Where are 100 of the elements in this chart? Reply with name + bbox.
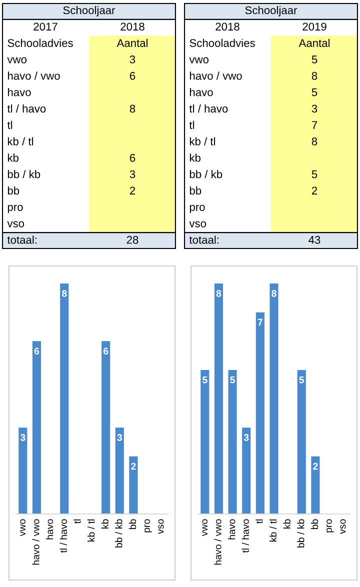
text: 5: [312, 88, 318, 96]
text: 5: [312, 56, 318, 64]
text: 6: [130, 72, 136, 80]
x-tick-label: kb / tl: [269, 520, 277, 542]
data-label: 2: [131, 462, 136, 470]
category-label: tl: [7, 120, 12, 129]
x-tick-label: kb / tl: [87, 520, 95, 542]
x-tick-label: havo / vwo: [214, 519, 222, 565]
text: 6: [130, 154, 136, 162]
category-label: pro: [8, 204, 23, 214]
category-label: tl: [189, 120, 194, 129]
text: Schooladvies: [190, 38, 255, 47]
data-label: 8: [272, 290, 276, 297]
category-label: tl / havo: [189, 104, 228, 113]
data-label: 3: [244, 434, 249, 441]
text: 28: [126, 236, 138, 244]
bar: [242, 428, 251, 514]
category-label: havo: [190, 88, 213, 96]
bar: [18, 428, 28, 514]
bar: [102, 341, 110, 514]
data-label: 3: [117, 434, 122, 441]
text: 2: [312, 186, 318, 194]
data-label: 8: [62, 290, 67, 297]
data-label: 5: [230, 376, 235, 384]
category-label: havo / vwo: [8, 72, 60, 80]
text: 8: [312, 138, 318, 146]
text: 8: [312, 72, 318, 80]
text: totaal:: [7, 236, 36, 244]
category-label: havo / vwo: [190, 72, 242, 80]
x-tick-label: bb: [310, 519, 318, 530]
category-label: havo: [8, 88, 31, 96]
category-label: vwo: [189, 57, 209, 64]
text: 2018: [216, 22, 240, 31]
category-label: kb / tl: [8, 137, 34, 146]
category-label: bb: [190, 186, 202, 195]
text: totaal:: [189, 236, 218, 244]
text: 5: [312, 170, 318, 178]
data-label: 5: [299, 376, 304, 384]
data-label: 7: [258, 318, 262, 326]
bar: [256, 312, 264, 514]
text: 43: [308, 236, 320, 244]
text: 3: [130, 56, 136, 64]
bar: [60, 284, 69, 514]
x-tick-label: vwo: [20, 519, 26, 536]
category-label: kb: [8, 154, 18, 162]
bar: [115, 428, 124, 514]
x-tick-label: tl / havo: [242, 519, 249, 553]
x-tick-label: tl / havo: [60, 519, 67, 553]
text: Aantal: [298, 38, 330, 47]
x-tick-label: vso: [158, 519, 164, 534]
text: Schooladvies: [8, 38, 73, 47]
bar: [228, 370, 237, 514]
bar: [297, 370, 306, 514]
category-label: vso: [7, 221, 24, 228]
bar: [200, 370, 210, 514]
text: 3: [312, 104, 318, 113]
data-label: 3: [20, 434, 26, 441]
category-label: vso: [189, 221, 206, 228]
x-tick-label: vso: [340, 519, 346, 534]
bar: [311, 456, 320, 514]
data-label: 6: [103, 348, 108, 354]
data-label: 8: [216, 290, 222, 297]
x-tick-label: havo: [46, 519, 54, 540]
category-label: kb / tl: [190, 137, 216, 146]
category-label: tl / havo: [7, 104, 46, 113]
text: 2019: [302, 22, 326, 31]
text: 7: [312, 121, 318, 129]
x-tick-label: kb: [101, 519, 108, 528]
x-tick-label: bb / kb: [115, 519, 122, 548]
x-tick-label: tl: [256, 520, 263, 524]
text: Aantal: [116, 38, 148, 47]
text: Schooljaar: [245, 6, 298, 16]
bar: [32, 341, 42, 514]
x-tick-label: havo: [228, 519, 236, 540]
category-label: bb: [8, 186, 20, 195]
text: Schooljaar: [63, 6, 116, 16]
x-tick-label: tl: [74, 520, 81, 524]
x-tick-label: pro: [326, 519, 334, 532]
bar: [129, 456, 138, 514]
category-label: kb: [190, 154, 200, 162]
x-tick-label: bb / kb: [297, 519, 304, 548]
x-tick-label: havo / vwo: [32, 519, 40, 565]
category-label: vwo: [7, 57, 27, 64]
bar: [214, 284, 224, 514]
x-tick-label: pro: [144, 519, 152, 532]
data-label: 5: [202, 376, 208, 384]
category-label: bb / kb: [190, 170, 222, 178]
text: 8: [130, 104, 136, 113]
category-label: bb / kb: [8, 170, 40, 178]
category-label: pro: [190, 204, 205, 214]
text: 2018: [120, 22, 144, 31]
data-label: 6: [34, 348, 40, 354]
data-label: 2: [313, 462, 318, 470]
bar: [270, 284, 278, 514]
text: 3: [130, 170, 136, 178]
x-tick-label: vwo: [202, 519, 208, 536]
text: 2017: [34, 22, 58, 31]
x-tick-label: bb: [128, 519, 136, 530]
text: 2: [130, 186, 136, 194]
x-tick-label: kb: [283, 519, 290, 528]
